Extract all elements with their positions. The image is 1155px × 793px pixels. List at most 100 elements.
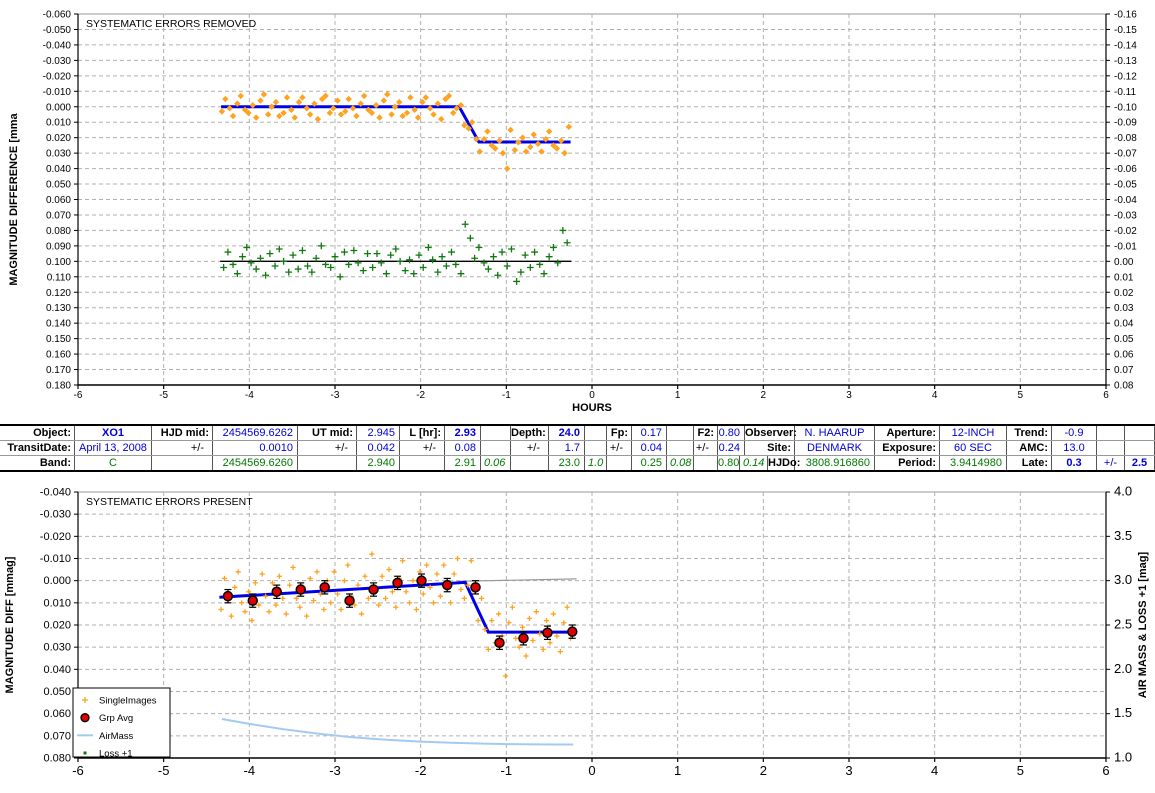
data-point-diamond xyxy=(222,95,229,103)
data-point-diamond xyxy=(411,106,418,114)
table-cell: +/- xyxy=(152,441,213,455)
y-axis-title: MAGNITUDE DIFF [mmag] xyxy=(4,556,16,693)
y-axis-tick-label: 0.020 xyxy=(43,620,71,632)
data-point-plus xyxy=(406,256,413,264)
x-axis-tick-label: -3 xyxy=(331,390,340,401)
table-cell: HJDo: xyxy=(768,456,801,470)
table-cell: Trend: xyxy=(1007,426,1052,440)
series-single-images xyxy=(218,551,574,679)
data-point-plus xyxy=(82,697,88,703)
table-row: TransitDate: April 13, 2008 +/- 0.0010 +/- 0.… xyxy=(0,441,1155,456)
data-point-diamond xyxy=(445,92,453,100)
data-point-diamond xyxy=(399,112,406,120)
data-point-plus xyxy=(322,261,329,268)
data-point-diamond xyxy=(515,139,522,146)
data-point-plus xyxy=(531,248,539,256)
table-cell: 0.04 xyxy=(632,441,667,455)
x-axis-tick-label: 4 xyxy=(932,390,938,401)
data-point-grp-avg xyxy=(392,577,403,589)
data-point-plus xyxy=(256,602,262,608)
data-point-plus xyxy=(220,264,228,271)
series-grp-avg xyxy=(222,573,578,650)
data-point-plus xyxy=(415,251,423,259)
data-point-diamond xyxy=(538,148,545,155)
data-point-plus xyxy=(331,253,339,261)
x-axis-tick-label: -3 xyxy=(329,763,341,778)
data-point-diamond xyxy=(496,137,503,144)
data-point-diamond xyxy=(527,143,534,151)
data-point-diamond xyxy=(376,114,383,121)
y-axis-tick-label: -0.020 xyxy=(43,71,72,82)
data-point-diamond xyxy=(499,149,507,157)
table-cell: 2.93 xyxy=(445,426,481,440)
data-point-plus xyxy=(218,606,224,613)
data-point-plus xyxy=(271,262,279,270)
data-point-plus xyxy=(430,600,437,606)
data-point-diamond xyxy=(414,114,422,121)
table-cell-empty xyxy=(585,441,607,455)
data-point-diamond xyxy=(565,123,573,131)
series-loss xyxy=(220,220,571,285)
y2-axis-tick-label: 0.06 xyxy=(1114,350,1134,361)
data-point-diamond xyxy=(322,92,329,100)
table-cell: 0.06 xyxy=(481,456,511,470)
data-point-diamond xyxy=(488,142,495,149)
data-point-plus xyxy=(451,571,457,577)
data-point-plus xyxy=(383,270,390,278)
table-cell: +/- xyxy=(1097,456,1125,470)
data-point-plus xyxy=(358,611,365,617)
bottom-chart: -0.040 -0.030 -0.020 -0.010 0.000 0.010 0.020 0… xyxy=(0,472,1155,788)
y2-axis-tick-label: -0.08 xyxy=(1114,133,1137,144)
data-point-plus xyxy=(307,575,313,582)
data-point-plus xyxy=(521,251,529,259)
table-cell-empty xyxy=(400,456,445,470)
data-point-diamond xyxy=(407,94,414,101)
data-point-plus xyxy=(502,673,509,679)
data-point-plus xyxy=(509,604,515,610)
data-point-plus xyxy=(310,598,317,604)
data-point-diamond xyxy=(276,112,283,120)
data-point-grp-avg xyxy=(222,590,234,602)
data-point-plus xyxy=(403,589,409,595)
data-point-diamond xyxy=(318,95,326,103)
y-axis-title: MAGNITUDE DIFFERENCE [mma xyxy=(8,112,20,285)
chart-title: SYSTEMATIC ERRORS PRESENT xyxy=(86,496,253,508)
data-point-diamond xyxy=(353,112,360,120)
data-point-plus xyxy=(338,606,344,613)
data-point-plus xyxy=(285,268,293,276)
x-axis-tick-label: 2 xyxy=(760,763,767,778)
data-point-plus xyxy=(434,268,442,276)
data-point-diamond xyxy=(553,145,561,152)
table-cell-empty xyxy=(152,456,213,470)
data-point-grp-avg xyxy=(368,584,379,595)
data-point-plus xyxy=(266,609,272,615)
data-point-plus xyxy=(406,600,413,606)
data-point-grp-avg xyxy=(295,584,306,595)
data-point-plus xyxy=(434,571,440,577)
top-chart: -0.060 -0.050 -0.040 -0.030 -0.020 -0.010 0.00… xyxy=(8,10,1137,415)
data-point-diamond xyxy=(480,136,488,143)
table-cell: F2: xyxy=(694,426,718,440)
data-point-plus xyxy=(490,253,497,261)
data-point-plus xyxy=(475,244,483,251)
y-axis-tick-label: 0.010 xyxy=(43,597,71,609)
data-point-plus xyxy=(280,257,287,265)
y-axis-tick-label: 0.100 xyxy=(46,257,71,268)
y2-axis-tick-label: -0.07 xyxy=(1114,149,1137,160)
data-point-diamond xyxy=(368,109,376,117)
x-axis-tick-label: 3 xyxy=(846,390,852,401)
data-point-plus xyxy=(452,261,460,268)
data-point-diamond xyxy=(306,111,314,118)
transit-data-table: Object: XO1 HJD mid: 2454569.6262 UT mid: 2.9… xyxy=(0,424,1155,472)
y-axis-tick-label: -0.010 xyxy=(40,553,71,565)
y2-axis-tick-label: 0.07 xyxy=(1114,365,1134,376)
x-axis-tick-label: 5 xyxy=(1017,763,1024,778)
data-point-diamond xyxy=(268,103,275,110)
data-point-plus xyxy=(266,250,274,258)
table-cell: Object: xyxy=(0,426,75,440)
y2-axis-tick-label: -0.06 xyxy=(1114,164,1137,175)
x-axis-tick-label: -1 xyxy=(502,390,511,401)
data-point-plus xyxy=(513,635,519,641)
data-point-plus xyxy=(454,555,461,562)
data-point-plus xyxy=(448,600,454,606)
